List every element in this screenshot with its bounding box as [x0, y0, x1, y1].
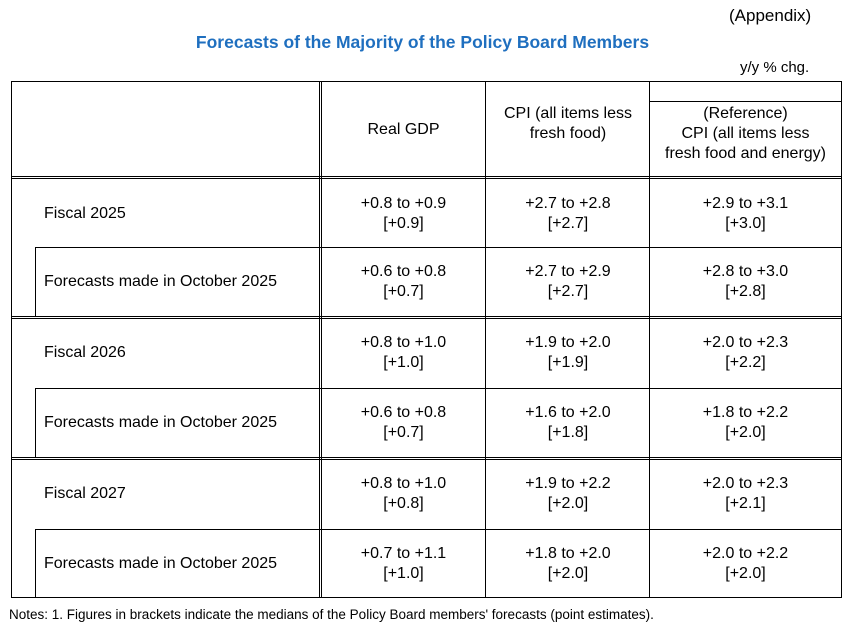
header-real-gdp-text: Real GDP	[367, 120, 440, 138]
table-cell-ref: +2.0 to +2.2 [+2.0]	[650, 530, 841, 598]
row-label-text: Forecasts made in October 2025	[44, 273, 278, 290]
forecast-range: +1.8 to +2.2	[702, 404, 789, 421]
forecast-range: +2.9 to +3.1	[702, 195, 789, 212]
forecast-range: +2.8 to +3.0	[702, 263, 789, 280]
table-cell-gdp: +0.8 to +0.9 [+0.9]	[321, 180, 486, 248]
forecast-range: +1.9 to +2.0	[525, 334, 611, 351]
page-title: Forecasts of the Majority of the Policy …	[195, 32, 650, 52]
forecast-range: +2.7 to +2.8	[525, 195, 611, 212]
forecast-range: +1.9 to +2.2	[525, 475, 611, 492]
table-rule	[12, 176, 841, 179]
forecast-range: +0.8 to +0.9	[360, 195, 447, 212]
row-label-text: Fiscal 2026	[44, 344, 126, 361]
table-rule	[36, 388, 841, 389]
row-label-text: Fiscal 2027	[44, 485, 126, 502]
forecast-median: [+3.0]	[725, 215, 766, 232]
forecast-median: [+0.9]	[383, 215, 424, 232]
table-cell-cpi: +2.7 to +2.9 [+2.7]	[486, 248, 650, 316]
table-cell-gdp: +0.8 to +1.0 [+0.8]	[321, 460, 486, 528]
forecast-range: +0.8 to +1.0	[360, 334, 447, 351]
table-rule	[35, 529, 36, 597]
table-rule	[36, 529, 841, 530]
forecast-median: [+0.7]	[383, 283, 424, 300]
table-cell-gdp: +0.7 to +1.1 [+1.0]	[321, 530, 486, 598]
forecast-median: [+2.7]	[547, 283, 589, 300]
header-ref-line1: (Reference)	[703, 105, 788, 122]
forecast-range: +1.8 to +2.0	[525, 545, 611, 562]
forecast-median: [+0.7]	[383, 424, 424, 441]
forecast-range: +0.6 to +0.8	[360, 263, 447, 280]
row-label-fiscal-year: Fiscal 2027	[44, 460, 321, 528]
table-rule	[485, 82, 486, 597]
row-label-text: Forecasts made in October 2025	[44, 414, 278, 431]
table-cell-cpi: +1.9 to +2.2 [+2.0]	[486, 460, 650, 528]
table-cell-gdp: +0.8 to +1.0 [+1.0]	[321, 319, 486, 387]
forecast-range: +2.0 to +2.3	[702, 475, 789, 492]
table-cell-cpi: +1.9 to +2.0 [+1.9]	[486, 319, 650, 387]
table-cell-cpi: +2.7 to +2.8 [+2.7]	[486, 180, 650, 248]
forecast-median: [+2.1]	[725, 495, 766, 512]
forecast-median: [+2.2]	[725, 354, 766, 371]
appendix-label: (Appendix)	[729, 6, 812, 25]
row-label-text: Forecasts made in October 2025	[44, 555, 278, 572]
header-cpi-line2: fresh food)	[529, 125, 607, 142]
header-ref-line3: fresh food and energy)	[665, 145, 826, 162]
forecast-range: +2.7 to +2.9	[525, 263, 611, 280]
forecast-range: +2.0 to +2.3	[702, 334, 789, 351]
table-cell-ref: +1.8 to +2.2 [+2.0]	[650, 389, 841, 457]
row-label-fiscal-year: Fiscal 2025	[44, 180, 321, 248]
table-rule	[319, 82, 322, 597]
row-label-fiscal-year: Fiscal 2026	[44, 319, 321, 387]
row-label-previous-forecast: Forecasts made in October 2025	[36, 530, 321, 598]
table-cell-gdp: +0.6 to +0.8 [+0.7]	[321, 389, 486, 457]
forecast-range: +1.6 to +2.0	[525, 404, 611, 421]
header-real-gdp: Real GDP	[321, 82, 486, 177]
forecast-median: [+2.0]	[547, 565, 589, 582]
row-label-previous-forecast: Forecasts made in October 2025	[36, 248, 321, 316]
table-cell-ref: +2.8 to +3.0 [+2.8]	[650, 248, 841, 316]
forecast-median: [+2.0]	[547, 495, 589, 512]
forecast-range: +2.0 to +2.2	[702, 545, 789, 562]
forecast-median: [+1.9]	[547, 354, 589, 371]
header-ref-line2: CPI (all items less	[681, 125, 810, 142]
table-rule	[12, 457, 841, 460]
footnote: Notes: 1. Figures in brackets indicate t…	[9, 607, 654, 622]
table-cell-ref: +2.0 to +2.3 [+2.2]	[650, 319, 841, 387]
forecast-median: [+1.0]	[383, 354, 424, 371]
header-cpi-line1: CPI (all items less	[503, 105, 633, 122]
table-cell-ref: +2.9 to +3.1 [+3.0]	[650, 180, 841, 248]
table-rule	[35, 247, 36, 316]
table-rule	[650, 101, 841, 102]
table-cell-gdp: +0.6 to +0.8 [+0.7]	[321, 248, 486, 316]
table-cell-cpi: +1.8 to +2.0 [+2.0]	[486, 530, 650, 598]
forecast-median: [+2.7]	[547, 215, 589, 232]
header-reference-cpi: (Reference) CPI (all items less fresh fo…	[650, 104, 841, 174]
forecast-table: Real GDP CPI (all items less fresh food)…	[11, 81, 842, 598]
forecast-median: [+1.8]	[547, 424, 589, 441]
table-cell-cpi: +1.6 to +2.0 [+1.8]	[486, 389, 650, 457]
table-rule	[35, 388, 36, 457]
forecast-range: +0.6 to +0.8	[360, 404, 447, 421]
forecast-median: [+0.8]	[383, 495, 424, 512]
row-label-text: Fiscal 2025	[44, 205, 126, 222]
forecast-median: [+1.0]	[383, 565, 424, 582]
forecast-median: [+2.8]	[725, 283, 766, 300]
unit-label: y/y % chg.	[740, 59, 810, 76]
row-label-previous-forecast: Forecasts made in October 2025	[36, 389, 321, 457]
table-cell-ref: +2.0 to +2.3 [+2.1]	[650, 460, 841, 528]
forecast-median: [+2.0]	[725, 424, 766, 441]
forecast-range: +0.8 to +1.0	[360, 475, 447, 492]
header-cpi: CPI (all items less fresh food)	[486, 104, 650, 154]
forecast-median: [+2.0]	[725, 565, 766, 582]
table-rule	[36, 247, 841, 248]
table-rule	[649, 82, 650, 597]
forecast-range: +0.7 to +1.1	[360, 545, 447, 562]
table-rule	[12, 316, 841, 319]
